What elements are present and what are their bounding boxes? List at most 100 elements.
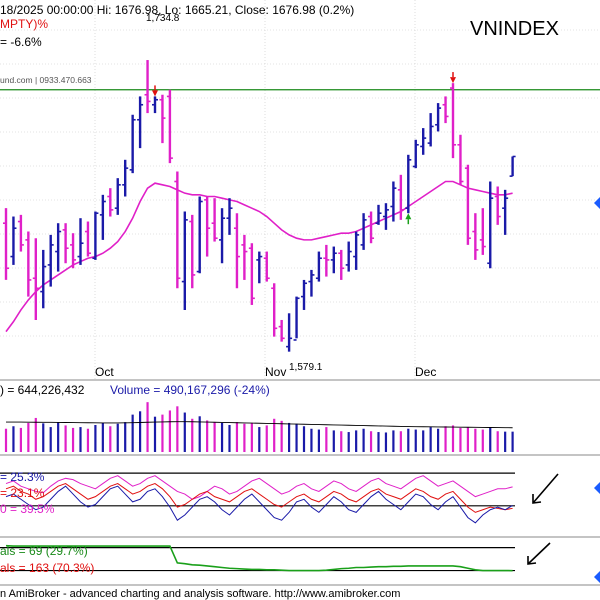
ticker-label: VNINDEX bbox=[470, 18, 559, 40]
oscillator-red-line bbox=[5, 483, 513, 513]
price-bar bbox=[293, 296, 300, 341]
edge-marker-icon bbox=[594, 482, 600, 494]
osc-label-blue: = 25.3% bbox=[0, 470, 45, 484]
price-bars bbox=[3, 60, 516, 352]
price-bar bbox=[219, 208, 226, 264]
price-bar bbox=[435, 103, 442, 132]
price-bar bbox=[450, 83, 456, 159]
price-bar bbox=[323, 244, 330, 277]
price-bar bbox=[129, 114, 136, 174]
volume-ma-line bbox=[6, 421, 513, 429]
price-bar bbox=[159, 94, 166, 144]
price-bar bbox=[174, 171, 181, 289]
price-bar bbox=[271, 283, 278, 337]
breadth-label-red: als = 163 (70.3%) bbox=[0, 561, 94, 575]
price-bar bbox=[405, 154, 412, 214]
footer-text: n AmiBroker - advanced charting and anal… bbox=[0, 588, 400, 600]
price-bar bbox=[457, 134, 464, 185]
price-grid bbox=[0, 0, 600, 380]
price-bar bbox=[211, 198, 218, 242]
price-bar bbox=[427, 113, 434, 147]
price-bar bbox=[25, 231, 32, 297]
price-bar bbox=[166, 89, 173, 164]
header-line2: MPTY)% bbox=[0, 17, 48, 31]
price-bar bbox=[248, 243, 255, 305]
price-bar bbox=[412, 139, 419, 169]
price-bar bbox=[137, 96, 144, 149]
price-bar bbox=[189, 214, 196, 289]
header-line3: = -6.6% bbox=[0, 35, 42, 49]
price-bar bbox=[308, 269, 315, 297]
price-bar bbox=[263, 251, 270, 282]
volume-moving-average bbox=[6, 421, 513, 429]
price-bar bbox=[84, 221, 91, 257]
edge-marker-icon bbox=[594, 571, 600, 583]
price-bar bbox=[330, 246, 337, 274]
buy-arrow-icon bbox=[405, 213, 412, 220]
sell-arrow-icon bbox=[152, 90, 158, 97]
price-bar bbox=[382, 203, 389, 230]
price-bar bbox=[204, 196, 211, 257]
osc-label-magenta: 0 = 39.5% bbox=[0, 502, 55, 516]
x-tick-label: Dec bbox=[415, 365, 436, 379]
oscillator-lines bbox=[0, 472, 515, 524]
x-tick-label: Oct bbox=[95, 365, 114, 379]
price-bar bbox=[375, 204, 382, 225]
price-bar bbox=[286, 313, 293, 352]
price-bar bbox=[233, 213, 240, 289]
price-bar bbox=[278, 319, 285, 342]
price-bar bbox=[390, 181, 397, 222]
price-bar bbox=[397, 174, 404, 220]
oscillator-blue-line bbox=[5, 485, 513, 524]
volume-ma-label: ) = 644,226,432 bbox=[0, 383, 85, 397]
price-bar bbox=[360, 213, 367, 250]
price-bar bbox=[464, 164, 471, 245]
price-bar bbox=[509, 155, 516, 177]
price-bar bbox=[226, 198, 233, 235]
price-bar bbox=[70, 233, 77, 269]
x-axis-ticks: Oct Nov Dec bbox=[95, 365, 436, 379]
edge-marker-icon bbox=[594, 197, 600, 209]
volume-bars bbox=[4, 402, 514, 452]
price-bar bbox=[502, 189, 509, 235]
signal-arrows bbox=[152, 72, 456, 225]
x-tick-label: Nov bbox=[265, 365, 286, 379]
annotation-arrow bbox=[532, 473, 559, 504]
price-bar bbox=[114, 178, 121, 215]
price-bar bbox=[55, 223, 62, 272]
price-bar bbox=[3, 208, 9, 280]
price-bar bbox=[47, 234, 54, 287]
price-bar bbox=[472, 213, 479, 260]
price-bar bbox=[315, 251, 322, 282]
price-bar bbox=[196, 196, 203, 274]
price-bar bbox=[181, 211, 188, 310]
price-bar bbox=[479, 208, 486, 255]
price-bar bbox=[17, 214, 24, 252]
sell-arrow-icon bbox=[450, 77, 456, 84]
price-bar bbox=[152, 96, 158, 114]
osc-label-red: = 23.1% bbox=[0, 486, 45, 500]
price-bar bbox=[487, 181, 494, 269]
price-bar bbox=[338, 249, 345, 280]
price-bar bbox=[77, 218, 84, 265]
price-bar bbox=[92, 211, 99, 260]
header-ohlc-text: 18/2025 00:00:00 Hi: 1676.98, Lo: 1665.2… bbox=[0, 3, 354, 17]
price-bar bbox=[256, 251, 263, 284]
price-bar bbox=[122, 159, 129, 197]
price-bar bbox=[494, 186, 501, 225]
low-label: 1,579.1 bbox=[289, 362, 323, 373]
price-ma-line bbox=[5, 180, 513, 333]
price-bar bbox=[368, 211, 375, 244]
breadth-green-line bbox=[5, 544, 513, 572]
price-bar bbox=[10, 216, 17, 265]
peak-label: 1,734.8 bbox=[146, 13, 180, 24]
price-bar bbox=[107, 188, 114, 217]
price-bar bbox=[40, 249, 47, 309]
watermark-text: und.com | 0933.470.663 bbox=[0, 75, 92, 85]
volume-label: Volume = 490,167,296 (-24%) bbox=[110, 383, 270, 397]
price-bar bbox=[62, 223, 69, 264]
price-moving-average bbox=[5, 180, 513, 333]
price-bar bbox=[345, 241, 352, 272]
breadth-label-green: als = 69 (29.7%) bbox=[0, 544, 88, 558]
